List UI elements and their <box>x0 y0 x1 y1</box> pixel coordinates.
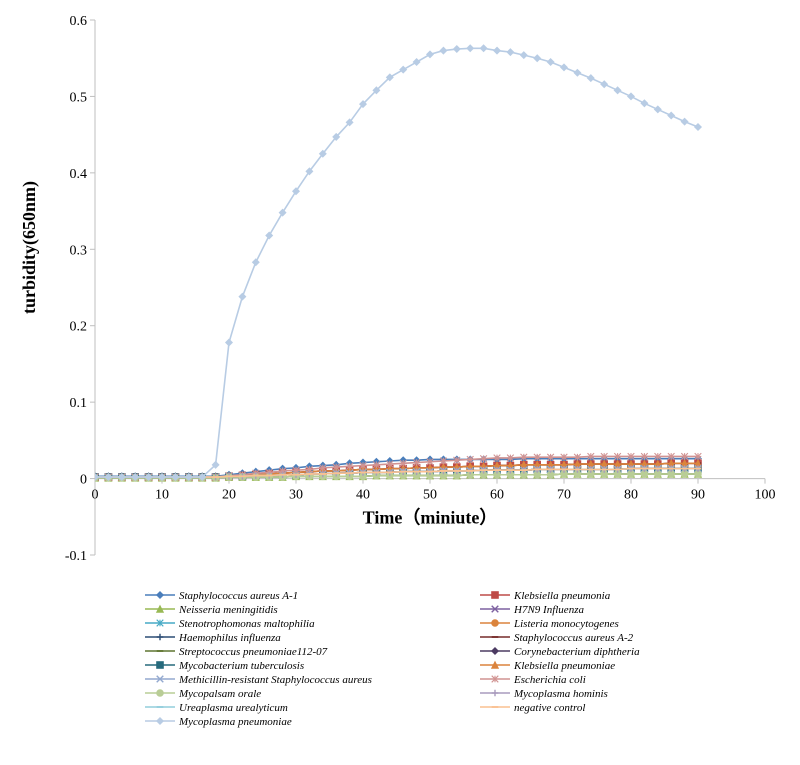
svg-text:Corynebacterium diphtheria: Corynebacterium diphtheria <box>514 646 640 658</box>
svg-text:70: 70 <box>557 488 571 503</box>
svg-text:Mycoplasma hominis: Mycoplasma hominis <box>513 688 608 700</box>
svg-text:Staphylococcus aureus A-2: Staphylococcus aureus A-2 <box>514 632 634 644</box>
svg-text:Stenotrophomonas maltophilia: Stenotrophomonas maltophilia <box>179 618 315 630</box>
svg-text:Klebsiella pneumoniae: Klebsiella pneumoniae <box>513 660 615 672</box>
svg-text:Klebsiella pneumonia: Klebsiella pneumonia <box>513 590 611 602</box>
svg-text:0: 0 <box>80 473 87 488</box>
svg-text:Haemophilus influenza: Haemophilus influenza <box>178 632 281 644</box>
svg-text:Escherichia coli: Escherichia coli <box>513 674 586 686</box>
svg-text:Methicillin-resistant Staphylo: Methicillin-resistant Staphylococcus aur… <box>178 674 372 686</box>
svg-text:negative control: negative control <box>514 702 585 714</box>
svg-text:H7N9 Influenza: H7N9 Influenza <box>513 604 584 616</box>
svg-text:0.5: 0.5 <box>70 90 88 105</box>
svg-text:0: 0 <box>92 488 99 503</box>
svg-text:40: 40 <box>356 488 370 503</box>
svg-text:Mycobacterium tuberculosis: Mycobacterium tuberculosis <box>178 660 304 672</box>
svg-text:0.6: 0.6 <box>70 14 88 29</box>
svg-text:0.1: 0.1 <box>70 396 88 411</box>
svg-text:Streptococcus pneumoniae112-07: Streptococcus pneumoniae112-07 <box>179 646 328 658</box>
svg-text:50: 50 <box>423 488 437 503</box>
chart-svg: -0.1 0 0.1 0.2 0.3 0.4 0.5 0.6 0 10 20 30 40 50 60 70 80… <box>0 0 800 765</box>
svg-text:0.3: 0.3 <box>70 243 88 258</box>
svg-text:60: 60 <box>490 488 504 503</box>
chart-container: { "chart": { "type": "line", "aspect": {… <box>0 0 800 765</box>
svg-text:20: 20 <box>222 488 236 503</box>
svg-text:0.2: 0.2 <box>70 320 88 335</box>
svg-text:Mycopalsam orale: Mycopalsam orale <box>178 688 261 700</box>
svg-text:Time（miniute）: Time（miniute） <box>363 508 498 528</box>
svg-text:90: 90 <box>691 488 705 503</box>
svg-text:Neisseria meningitidis: Neisseria meningitidis <box>178 604 278 616</box>
svg-text:Staphylococcus aureus A-1: Staphylococcus aureus A-1 <box>179 590 298 602</box>
svg-text:Ureaplasma urealyticum: Ureaplasma urealyticum <box>179 702 288 714</box>
svg-text:0.4: 0.4 <box>70 167 88 182</box>
svg-text:100: 100 <box>755 488 776 503</box>
svg-text:Mycoplasma pneumoniae: Mycoplasma pneumoniae <box>178 716 292 728</box>
svg-text:turbidity(650nm): turbidity(650nm) <box>19 181 40 314</box>
svg-text:30: 30 <box>289 488 303 503</box>
svg-text:-0.1: -0.1 <box>65 549 87 564</box>
svg-text:Listeria monocytogenes: Listeria monocytogenes <box>513 618 619 630</box>
svg-text:80: 80 <box>624 488 638 503</box>
svg-text:10: 10 <box>155 488 169 503</box>
